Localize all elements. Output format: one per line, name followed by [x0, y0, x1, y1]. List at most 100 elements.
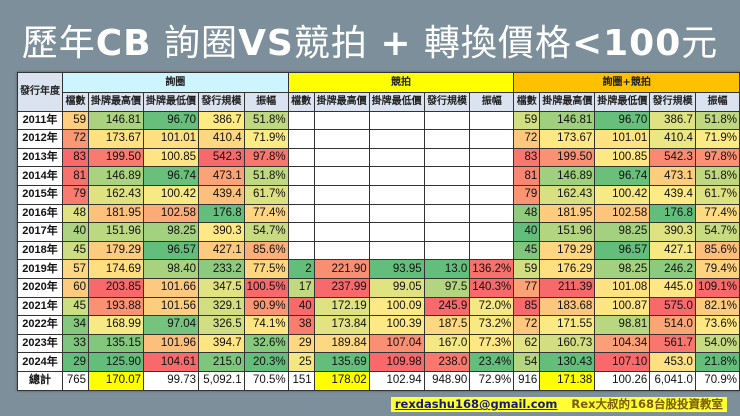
data-cell: 79: [513, 184, 541, 205]
title-text: 競拍: [293, 23, 381, 64]
data-cell: 183.68: [539, 296, 596, 317]
data-cell: 73.2%: [469, 315, 515, 335]
data-cell: [469, 129, 515, 149]
title-text: <100: [571, 23, 682, 64]
column-header: 檔數: [513, 92, 541, 112]
data-cell: 90.9%: [243, 296, 289, 317]
column-header: 發行規模: [423, 92, 471, 112]
data-cell: 107.10: [594, 352, 651, 372]
data-cell: 57: [61, 259, 90, 279]
data-cell: [423, 203, 471, 224]
data-cell: [368, 222, 425, 242]
data-cell: 199.50: [88, 147, 145, 168]
data-cell: 81: [61, 166, 90, 186]
data-cell: 96.57: [143, 240, 200, 261]
year-cell: 2018年: [17, 240, 63, 261]
data-cell: 97.04: [143, 315, 200, 335]
data-cell: [287, 203, 315, 224]
data-cell: 61.7%: [694, 184, 740, 205]
data-cell: 453.0: [649, 352, 696, 372]
data-cell: [423, 240, 471, 261]
data-cell: 98.40: [143, 259, 200, 279]
cb-comparison-table: 發行年度 詢圈 競拍 詢圈+競拍 檔數 掛牌最高價 掛牌最低價 發行規模 振幅 檔數 掛牌最高價 掛牌…: [17, 72, 740, 391]
data-cell: 172.19: [313, 296, 370, 317]
data-cell: 427.1: [649, 240, 696, 261]
data-cell: [469, 110, 515, 131]
data-cell: 98.25: [594, 222, 651, 242]
data-cell: 29: [61, 352, 90, 372]
data-cell: 439.4: [198, 184, 245, 205]
table-row: 2023年 33 135.15 101.96 394.7 32.6% 29 189.84 107…: [17, 333, 740, 354]
data-cell: 96.74: [594, 166, 651, 186]
data-cell: 167.0: [423, 333, 471, 354]
data-cell: [469, 184, 515, 205]
data-cell: 17: [287, 277, 315, 298]
data-cell: 96.70: [594, 110, 651, 131]
total-cell: 151: [287, 370, 315, 391]
group-header-row: 發行年度 詢圈 競拍 詢圈+競拍: [17, 72, 740, 112]
data-cell: 100.87: [594, 296, 651, 317]
year-header: 發行年度: [17, 72, 63, 112]
data-cell: 104.34: [594, 333, 651, 354]
data-cell: 99.05: [368, 277, 425, 298]
data-cell: 96.70: [143, 110, 200, 131]
data-cell: [313, 240, 370, 261]
data-cell: [423, 222, 471, 242]
data-cell: 102.58: [594, 203, 651, 224]
data-cell: 34: [61, 315, 90, 335]
year-cell: 2019年: [17, 259, 63, 279]
data-cell: 151.96: [88, 222, 145, 242]
title-text: CB: [95, 23, 152, 64]
year-cell: 2021年: [17, 296, 63, 317]
data-cell: 386.7: [198, 110, 245, 131]
data-cell: 386.7: [649, 110, 696, 131]
data-cell: [287, 240, 315, 261]
data-cell: 168.99: [88, 315, 145, 335]
data-cell: [423, 184, 471, 205]
total-cell: 99.73: [143, 370, 200, 391]
data-cell: 51.8%: [694, 166, 740, 186]
column-header-row: 檔數 掛牌最高價 掛牌最低價 發行規模 振幅 檔數 掛牌最高價 掛牌最低價 發行規模 振幅 檔數 掛牌…: [18, 92, 740, 112]
data-cell: [313, 147, 370, 168]
total-cell: 171.38: [539, 370, 596, 391]
column-header: 掛牌最低價: [143, 92, 200, 112]
total-cell: 170.07: [88, 370, 145, 391]
table-row: 2011年 59 146.81 96.70 386.7 51.8% 59 146.81 96.7…: [17, 110, 740, 131]
data-cell: 25: [287, 352, 315, 372]
data-cell: [287, 110, 315, 131]
data-cell: [368, 240, 425, 261]
title-text: VS: [238, 23, 294, 64]
data-cell: [469, 147, 515, 168]
data-cell: 171.55: [539, 315, 596, 335]
data-cell: 45: [61, 296, 90, 317]
data-cell: 173.84: [313, 315, 370, 335]
data-cell: 83: [513, 147, 541, 168]
table-row: 2016年 48 181.95 102.58 176.8 77.4% 48 181.95 102…: [17, 203, 740, 224]
data-cell: [313, 110, 370, 131]
data-cell: 176.29: [539, 259, 596, 279]
data-cell: 181.95: [88, 203, 145, 224]
data-cell: 98.25: [143, 222, 200, 242]
column-header: 掛牌最高價: [88, 92, 145, 112]
data-cell: 20.3%: [243, 352, 289, 372]
data-cell: 233.2: [198, 259, 245, 279]
data-cell: 221.90: [313, 259, 370, 279]
data-cell: 93.95: [368, 259, 425, 279]
data-cell: 445.0: [649, 277, 696, 298]
data-cell: 29: [287, 333, 315, 354]
data-cell: [287, 222, 315, 242]
data-cell: 40: [513, 222, 541, 242]
data-cell: 135.15: [88, 333, 145, 354]
data-cell: 97.5: [423, 277, 471, 298]
data-cell: 173.67: [88, 129, 145, 149]
data-cell: [368, 184, 425, 205]
email-link[interactable]: rexdashu168@gmail.com: [394, 397, 558, 411]
column-header: 掛牌最低價: [594, 92, 651, 112]
data-cell: 199.50: [539, 147, 596, 168]
data-cell: 73.6%: [694, 315, 740, 335]
total-cell: 70.9%: [694, 370, 740, 391]
year-cell: 2015年: [17, 184, 63, 205]
year-cell: 2011年: [17, 110, 63, 131]
data-cell: 160.73: [539, 333, 596, 354]
data-cell: 100.85: [143, 147, 200, 168]
